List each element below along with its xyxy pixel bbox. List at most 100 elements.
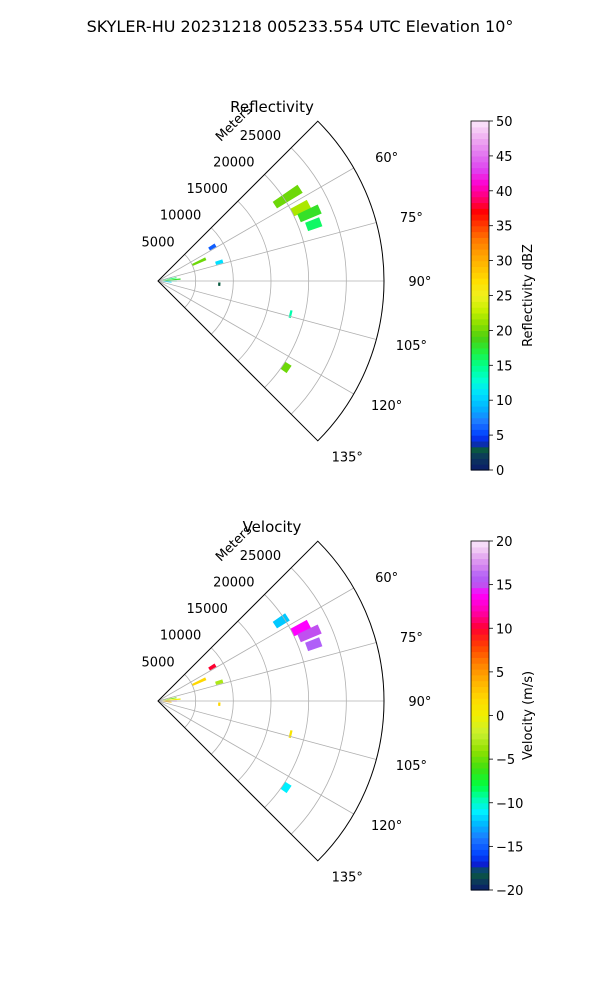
range-tick-label: 20000 <box>213 155 254 170</box>
colorbar-swatch <box>471 715 489 722</box>
colorbar-swatch <box>471 196 489 204</box>
colorbar-swatch <box>471 639 489 647</box>
colorbar-tick-label: 30 <box>496 255 513 270</box>
azimuth-tick-label: 90° <box>408 275 431 290</box>
colorbar-tick-label: −10 <box>496 797 523 812</box>
colorbar-swatch <box>471 564 489 571</box>
panel-title: Velocity <box>243 518 302 536</box>
echo-gate <box>191 257 207 266</box>
colorbar-tick-label: 35 <box>496 220 513 235</box>
colorbar-swatch <box>471 878 489 885</box>
figure-suptitle: SKYLER-HU 20231218 005233.554 UTC Elevat… <box>87 17 514 36</box>
colorbar-tick-label: −20 <box>496 884 523 899</box>
echo-gate <box>162 281 172 283</box>
azimuth-tick-label: 90° <box>408 695 431 710</box>
colorbar-swatch <box>471 546 489 554</box>
colorbar-swatch <box>471 353 489 361</box>
colorbar-tick-label: 10 <box>496 394 513 409</box>
azimuth-spoke <box>157 587 354 702</box>
colorbar-swatch <box>471 831 489 839</box>
colorbar-swatch <box>471 237 489 244</box>
colorbar-swatch <box>471 417 489 425</box>
colorbar-swatch <box>471 208 489 215</box>
colorbar-swatch <box>471 429 489 436</box>
colorbar-swatch <box>471 692 489 699</box>
colorbar-swatch <box>471 727 489 734</box>
colorbar-swatch <box>471 376 489 384</box>
colorbar-swatch <box>471 773 489 781</box>
colorbar-tick-label: 20 <box>496 535 513 550</box>
colorbar-swatch <box>471 628 489 635</box>
colorbar-tick-label: 0 <box>496 710 504 725</box>
panel-title: Reflectivity <box>230 98 314 116</box>
range-tick-label: 5000 <box>142 235 175 250</box>
colorbar-swatch <box>471 570 489 577</box>
colorbar-swatch <box>471 283 489 291</box>
azimuth-tick-label: 120° <box>371 819 402 834</box>
echo-gate <box>191 677 207 686</box>
echo-gate <box>305 637 323 652</box>
velocity-panel: Velocity 60° 75° 90° 105° 120° 135° 5000 10000 15… <box>142 518 536 899</box>
azimuth-tick-label: 75° <box>400 211 423 226</box>
echo-gate <box>290 199 312 217</box>
colorbar-swatch <box>471 342 489 349</box>
colorbar-swatch <box>471 266 489 273</box>
colorbar-swatch <box>471 330 489 337</box>
colorbar-swatch <box>471 756 489 763</box>
colorbar-swatch <box>471 721 489 728</box>
colorbar-swatch <box>471 866 489 874</box>
colorbar-swatch <box>471 440 489 448</box>
colorbar-swatch <box>471 464 489 471</box>
echo-gate <box>215 259 224 265</box>
colorbar-swatch <box>471 732 489 740</box>
colorbar-swatch <box>471 144 489 151</box>
colorbar-swatch <box>471 272 489 279</box>
range-tick-label: 15000 <box>187 182 228 197</box>
colorbar-swatch <box>471 365 489 372</box>
echo-gate <box>272 613 290 629</box>
colorbar-swatch <box>471 132 489 140</box>
colorbar-tick-label: 15 <box>496 579 513 594</box>
azimuth-tick-label: 135° <box>332 450 363 465</box>
colorbar-swatch <box>471 645 489 653</box>
colorbar-swatch <box>471 785 489 792</box>
echo-gate <box>162 278 181 281</box>
colorbar-swatch <box>471 622 489 629</box>
colorbar-swatch <box>471 808 489 815</box>
echo-gate <box>162 698 181 701</box>
azimuth-spoke <box>157 280 377 340</box>
colorbar-swatch <box>471 581 489 589</box>
echo-gate <box>218 282 221 286</box>
colorbar-swatch <box>471 318 489 326</box>
colorbar-swatch <box>471 411 489 419</box>
echo-gate <box>162 701 172 703</box>
azimuth-spoke <box>157 700 354 815</box>
colorbar-tick-label: 20 <box>496 324 513 339</box>
colorbar-swatch <box>471 709 489 717</box>
colorbar-swatch <box>471 616 489 624</box>
colorbar-swatch <box>471 587 489 594</box>
colorbar-swatch <box>471 231 489 238</box>
colorbar-tick-label: −5 <box>496 753 515 768</box>
echo-gate <box>215 679 224 685</box>
colorbar-swatch <box>471 703 489 711</box>
colorbar-swatch <box>471 802 489 810</box>
colorbar-swatch <box>471 388 489 395</box>
colorbar-swatch <box>471 575 489 583</box>
azimuth-tick-label: 75° <box>400 631 423 646</box>
colorbar-swatch <box>471 820 489 827</box>
colorbar-swatch <box>471 423 489 430</box>
colorbar-swatch <box>471 855 489 862</box>
colorbar-swatch <box>471 779 489 786</box>
colorbar-swatch <box>471 225 489 233</box>
range-tick-label: 5000 <box>142 655 175 670</box>
colorbar-swatch <box>471 738 489 746</box>
colorbar-swatch <box>471 295 489 302</box>
colorbar-swatch <box>471 336 489 343</box>
echo-gate <box>297 204 322 223</box>
colorbar-swatch <box>471 744 489 751</box>
colorbar-swatch <box>471 307 489 314</box>
colorbar-swatch <box>471 126 489 134</box>
azimuth-spoke <box>157 167 354 282</box>
colorbar-swatch <box>471 138 489 145</box>
